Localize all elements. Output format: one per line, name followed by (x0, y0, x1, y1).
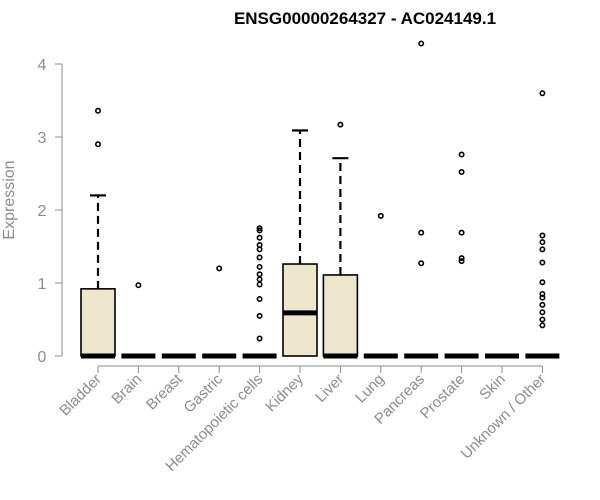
outlier-point (539, 290, 546, 297)
outlier-point (135, 282, 142, 289)
x-tick-label: Liver (312, 371, 347, 406)
outlier-point (539, 322, 546, 329)
box-group (202, 265, 237, 359)
y-tick-label: 4 (38, 57, 47, 74)
box-group (322, 121, 359, 359)
outlier-point (256, 312, 263, 319)
outlier-point (539, 90, 546, 97)
box-group (525, 90, 560, 359)
outlier-point (539, 259, 546, 266)
box-group (242, 225, 277, 359)
x-tick-label: Skin (476, 371, 509, 404)
outlier-point (256, 225, 263, 232)
outlier-point (539, 239, 546, 246)
outlier-point (337, 121, 344, 128)
y-tick-label: 3 (38, 130, 47, 147)
box-group (121, 282, 156, 359)
outlier-point (539, 316, 546, 323)
box (322, 274, 359, 357)
y-tick-label: 0 (38, 349, 47, 366)
outlier-point (418, 40, 425, 47)
outlier-point (418, 260, 425, 267)
x-tick-label: Bladder (56, 371, 105, 420)
outlier-point (539, 232, 546, 239)
outlier-point (256, 335, 263, 342)
outlier-point (95, 141, 102, 148)
outlier-point (256, 234, 263, 241)
outlier-point (256, 254, 263, 261)
box-group (363, 212, 398, 359)
x-tick-label: Kidney (262, 370, 307, 415)
box-group (80, 107, 116, 359)
outlier-point (256, 276, 263, 283)
y-axis-label: Expression (1, 160, 18, 239)
x-tick-label: Prostate (417, 371, 469, 423)
outlier-point (95, 107, 102, 114)
box-group (282, 129, 318, 357)
box-group (404, 40, 439, 359)
outlier-point (458, 229, 465, 236)
y-tick-label: 1 (38, 276, 47, 293)
outlier-point (458, 151, 465, 158)
box-group (444, 151, 479, 359)
x-tick-label: Lung (352, 371, 388, 407)
outlier-point (458, 258, 465, 265)
y-tick-label: 2 (38, 203, 47, 220)
x-tick-label: Brain (108, 371, 145, 408)
outlier-point (256, 263, 263, 270)
outlier-point (256, 227, 263, 234)
outlier-point (256, 296, 263, 303)
outlier-point (256, 271, 263, 278)
box (80, 288, 116, 357)
outlier-point (539, 279, 546, 286)
outlier-point (256, 281, 263, 288)
x-tick-label: Breast (143, 370, 186, 413)
outlier-point (539, 246, 546, 253)
box (282, 263, 318, 357)
outlier-point (256, 242, 263, 249)
outlier-point (539, 309, 546, 316)
outlier-point (216, 265, 223, 272)
chart-title: ENSG00000264327 - AC024149.1 (234, 9, 496, 28)
outlier-point (458, 169, 465, 176)
outlier-point (539, 301, 546, 308)
outlier-point (377, 212, 384, 219)
boxes-layer (80, 40, 560, 359)
y-axis: 0 1 2 3 4 (38, 57, 63, 366)
outlier-point (458, 255, 465, 262)
outlier-point (418, 229, 425, 236)
